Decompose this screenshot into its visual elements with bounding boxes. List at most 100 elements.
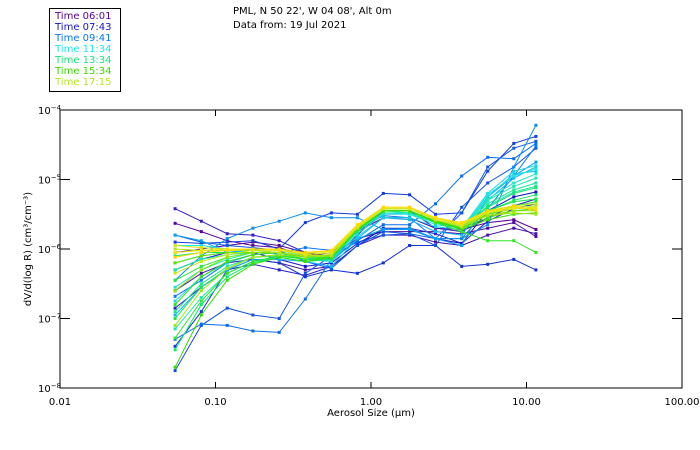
data-point: [486, 155, 490, 159]
data-point: [173, 313, 177, 317]
y-tick-label: 10−6: [38, 243, 62, 256]
data-point: [303, 221, 307, 225]
data-point: [173, 365, 177, 369]
data-point: [381, 223, 385, 227]
data-point: [512, 257, 516, 261]
data-point: [199, 310, 203, 314]
data-point: [381, 205, 385, 209]
y-axis: 10−4 10−5 10−6 10−7 10−8: [38, 104, 682, 395]
x-axis-title: Aerosol Size (µm): [327, 408, 415, 419]
data-point: [277, 268, 281, 272]
data-point: [534, 235, 538, 238]
data-point: [277, 317, 281, 320]
data-point: [277, 251, 281, 254]
data-point: [225, 255, 229, 259]
data-point: [486, 233, 490, 237]
data-point: [512, 172, 516, 176]
data-point: [408, 232, 412, 236]
data-point: [251, 251, 255, 254]
data-point: [329, 216, 333, 220]
data-point: [277, 253, 281, 257]
data-point: [251, 247, 255, 251]
data-point: [534, 160, 538, 164]
data-point: [199, 296, 203, 300]
data-point: [408, 218, 412, 222]
data-point: [534, 167, 538, 171]
data-point: [486, 209, 490, 213]
data-point: [434, 244, 437, 247]
data-point: [251, 262, 255, 266]
data-point: [173, 317, 177, 320]
data-point: [303, 297, 307, 301]
data-point: [225, 253, 229, 257]
data-point: [277, 244, 281, 247]
data-point: [512, 176, 516, 180]
data-point: [534, 164, 538, 168]
data-point: [355, 271, 359, 275]
data-point: [225, 232, 229, 236]
data-point: [225, 240, 229, 244]
data-point: [408, 193, 412, 197]
data-point: [534, 193, 538, 197]
y-tick-label: 10−8: [38, 382, 61, 395]
data-point: [534, 207, 538, 211]
series-1715: [173, 204, 538, 259]
data-point: [251, 226, 255, 230]
data-point: [460, 264, 464, 268]
x-tick-label: 10.00: [512, 397, 541, 408]
data-point: [173, 348, 177, 352]
y-tick-label: 10−4: [38, 104, 62, 117]
data-point: [486, 169, 490, 173]
data-point: [173, 233, 177, 237]
data-point: [460, 244, 464, 247]
data-point: [173, 255, 177, 259]
data-point: [251, 244, 255, 247]
data-point: [408, 228, 412, 231]
data-point: [534, 141, 538, 145]
data-point: [225, 248, 229, 252]
data-point: [534, 134, 538, 138]
data-point: [225, 257, 229, 261]
data-point: [408, 211, 412, 215]
data-point: [486, 205, 490, 209]
data-point: [408, 205, 412, 209]
data-point: [173, 344, 177, 348]
legend-item: Time 09:41: [55, 33, 112, 44]
data-point: [173, 240, 177, 244]
data-point: [534, 123, 538, 127]
data-point: [512, 226, 516, 230]
plot-frame: [59, 109, 683, 389]
data-point: [173, 268, 177, 272]
series-0920: [173, 141, 538, 341]
data-point: [329, 267, 333, 270]
data-point: [534, 181, 538, 185]
data-point: [303, 211, 307, 215]
data-point: [460, 230, 464, 234]
data-point: [381, 216, 385, 220]
data-point: [512, 218, 516, 222]
data-point: [486, 223, 490, 227]
data-point: [199, 254, 203, 258]
data-point: [173, 336, 177, 340]
data-point: [534, 232, 538, 236]
data-point: [486, 216, 490, 220]
x-tick-label: 0.10: [204, 397, 226, 408]
data-point: [199, 313, 203, 317]
data-point: [303, 271, 307, 275]
data-point: [534, 251, 538, 254]
data-point: [199, 248, 203, 252]
data-point: [408, 244, 412, 247]
legend-item: Time 11:34: [55, 44, 112, 55]
data-point: [303, 251, 307, 254]
data-point: [303, 246, 307, 250]
data-point: [434, 202, 437, 206]
data-point: [355, 212, 359, 216]
data-point: [355, 239, 359, 243]
data-point: [199, 219, 203, 223]
data-point: [225, 264, 229, 268]
data-point: [225, 271, 229, 275]
data-point: [251, 260, 255, 263]
data-point: [251, 257, 255, 261]
data-point: [486, 195, 490, 199]
